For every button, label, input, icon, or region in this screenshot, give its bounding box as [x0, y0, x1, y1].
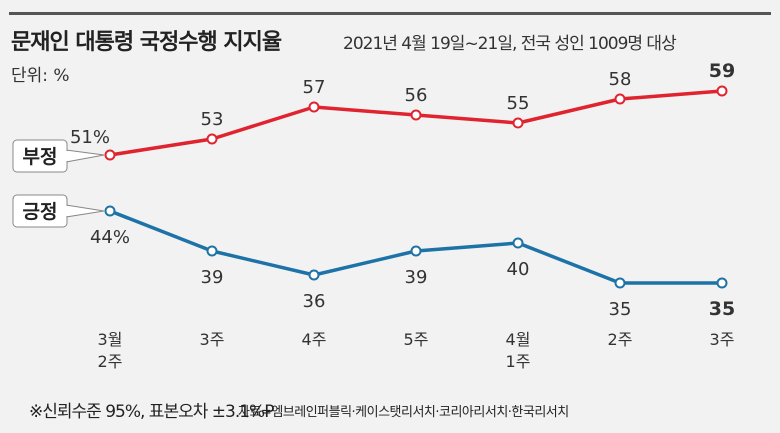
x-tick-label: 3주	[200, 330, 225, 349]
unit-label: 단위: %	[11, 66, 70, 86]
x-tick-label: 5주	[404, 330, 429, 349]
top-divider	[9, 12, 771, 15]
chart-subtitle: 2021년 4월 19일~21일, 전국 성인 1009명 대상	[343, 34, 677, 54]
data-label: 55	[507, 93, 530, 114]
x-tick-label: 2주	[608, 330, 633, 349]
x-tick-label: 2주	[98, 352, 123, 371]
callout-pointer	[65, 204, 105, 218]
data-label: 39	[405, 267, 428, 288]
data-point	[410, 109, 422, 121]
data-point	[206, 245, 218, 257]
data-label: 58	[609, 69, 632, 90]
data-point	[614, 93, 626, 105]
data-label: 57	[303, 77, 326, 98]
data-label: 44%	[90, 227, 130, 248]
data-point	[716, 85, 728, 97]
source: 자료=엠브레인퍼블릭·케이스탯리서치·코리아리서치·한국리서치	[238, 405, 569, 420]
x-tick-label: 3월	[98, 330, 123, 349]
legend-label: 부정	[23, 146, 58, 168]
chart-title: 문재인 대통령 국정수행 지지율	[11, 30, 282, 55]
data-point	[512, 237, 524, 249]
callout-gap	[65, 206, 68, 216]
data-point	[104, 205, 116, 217]
x-tick-label: 1주	[506, 352, 531, 371]
callout-pointer	[65, 149, 105, 163]
legend-label: 긍정	[23, 201, 58, 223]
data-point	[716, 277, 728, 289]
data-label: 36	[303, 291, 326, 312]
data-label: 53	[201, 109, 224, 130]
footnote: ※신뢰수준 95%, 표본오차 ±3.1%P	[29, 402, 274, 422]
data-label: 51%	[70, 127, 110, 148]
data-point	[206, 133, 218, 145]
callout-gap	[65, 151, 68, 161]
data-point	[410, 245, 422, 257]
x-tick-label: 3주	[710, 330, 735, 349]
data-label: 39	[201, 267, 224, 288]
data-point	[614, 277, 626, 289]
data-label: 40	[507, 259, 530, 280]
data-label: 35	[609, 299, 632, 320]
data-point	[308, 269, 320, 281]
x-tick-label: 4주	[302, 330, 327, 349]
data-label: 35	[709, 298, 735, 320]
data-point	[308, 101, 320, 113]
data-label: 56	[405, 85, 428, 106]
x-tick-label: 4월	[506, 330, 531, 349]
data-point	[104, 149, 116, 161]
data-label: 59	[709, 60, 735, 82]
data-point	[512, 117, 524, 129]
